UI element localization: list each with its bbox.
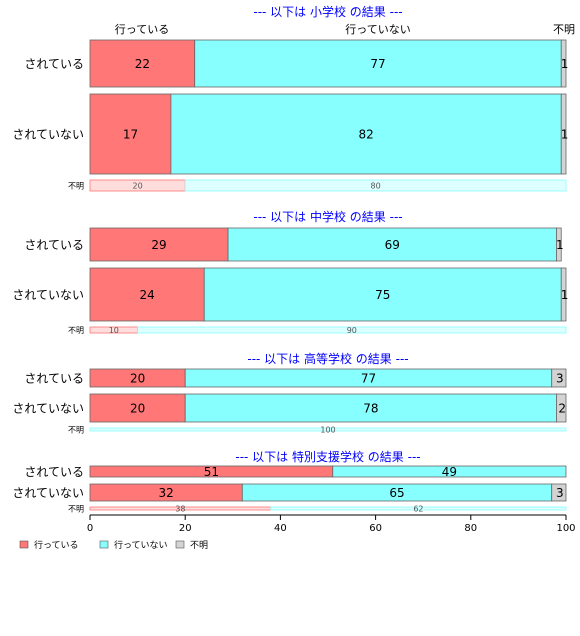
row-label: されている [24,372,84,386]
bar-value-label: 29 [151,238,166,252]
bar-value-label: 80 [371,181,381,190]
bar-segment [137,326,567,334]
bar-value-label: 10 [109,326,119,335]
bar-value-label: 100 [320,425,335,434]
bar-segment [203,267,562,322]
x-tick-label: 60 [369,523,382,534]
bar-value-label: 3 [556,371,564,385]
panel-title: --- 以下は 高等学校 の結果 --- [247,351,408,366]
legend-label: 不明 [190,540,208,551]
bar-value-label: 1 [561,127,569,141]
bar-value-label: 2 [558,401,566,415]
bar-segment [89,39,196,88]
bar-value-label: 22 [135,57,150,71]
bar-value-label: 3 [556,486,564,500]
bar-value-label: 24 [139,288,154,302]
legend-label: 行っていない [114,539,168,551]
panel-title: --- 以下は 中学校 の結果 --- [253,209,402,224]
legend-swatch [19,540,29,549]
row-label: されている [24,238,84,252]
row-label: 不明 [68,505,84,514]
bar-segment [170,93,562,175]
bar-segment [270,506,567,511]
bar-value-label: 32 [159,486,174,500]
bar-segment [560,93,567,175]
bar-value-label: 75 [375,288,390,302]
bar-segment [89,227,229,262]
bar-segment [89,427,567,432]
bar-value-label: 78 [363,401,378,415]
x-tick-label: 20 [179,523,192,534]
bar-segment [184,179,567,192]
bar-value-label: 20 [130,401,145,415]
x-tick-label: 40 [274,523,287,534]
bar-value-label: 77 [370,57,385,71]
bar-value-label: 17 [123,127,138,141]
bar-value-label: 51 [204,465,219,479]
bar-value-label: 69 [385,238,400,252]
bar-segment [556,227,562,262]
row-label: されている [24,465,84,479]
bar-value-label: 49 [442,465,457,479]
legend-swatch [175,540,185,549]
top-label-not-done: 行っていない [345,23,410,36]
x-tick-label: 80 [464,523,477,534]
bar-value-label: 1 [561,57,569,71]
bar-value-label: 20 [130,371,145,385]
bar-value-label: 77 [361,371,376,385]
top-label-done: 行っている [115,23,169,36]
row-label: されていない [12,288,84,302]
bar-segment [332,465,567,478]
bar-value-label: 1 [561,288,569,302]
bar-value-label: 20 [133,181,143,190]
panel-title: --- 以下は 小学校 の結果 --- [253,4,402,19]
row-label: 不明 [68,426,84,435]
bar-segment [556,393,567,423]
legend-label: 行っている [34,539,79,551]
row-label: されていない [12,128,84,142]
panel-title: --- 以下は 特別支援学校 の結果 --- [235,449,420,464]
bar-segment [194,39,562,88]
bar-segment [551,483,567,502]
bar-segment [227,227,557,262]
row-label: 不明 [68,182,84,191]
row-label: されていない [12,486,84,500]
row-label: されていない [12,402,84,416]
bar-segment [89,393,186,423]
bar-value-label: 65 [389,486,404,500]
legend-swatch [99,540,109,549]
bar-value-label: 90 [347,326,357,335]
row-label: されている [24,57,84,71]
bar-value-label: 82 [358,127,373,141]
bar-value-label: 62 [413,504,423,513]
bar-value-label: 38 [175,504,185,513]
bar-segment [560,267,567,322]
x-tick-label: 100 [556,523,575,534]
bar-value-label: 1 [556,238,564,252]
x-tick-label: 0 [87,523,93,534]
bar-segment [551,368,567,388]
bar-segment [560,39,567,88]
row-label: 不明 [68,326,84,335]
top-label-unknown: 不明 [553,23,575,36]
